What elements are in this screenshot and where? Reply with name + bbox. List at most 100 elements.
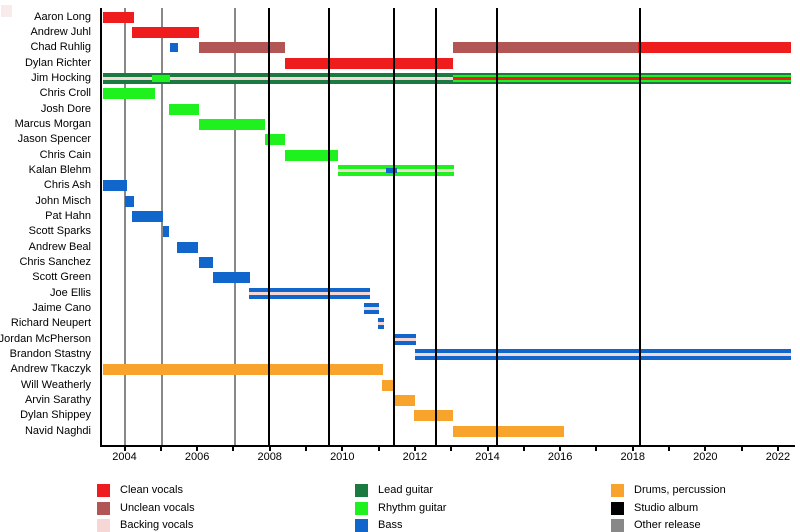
x-axis-minor-tick [559,447,562,451]
member-name-label: Chris Cain [39,148,91,161]
timeline-bar [637,42,791,54]
bar-layer-unclean-vocals [198,42,285,54]
bar-layer-bass [385,167,397,173]
bar-layer-rhythm-guitar [102,88,155,100]
bar-layer-backing-vocals [364,306,380,310]
member-name-label: Josh Dore [40,102,91,115]
timeline-bar [452,425,564,437]
timeline-bar [131,210,163,222]
bar-layer-lead-guitar [102,72,454,77]
bar-layer-backing-vocals [248,291,370,295]
timeline-bar [198,256,213,268]
legend-swatch-unclean-vocals [97,501,110,515]
bar-layer-bass [131,210,163,222]
bar-layer-bass [102,180,128,192]
bar-layer-clean-vocals [131,26,199,38]
timeline-bar [124,195,134,207]
member-name-label: Andrew Beal [28,240,91,253]
gridline-studio-album [267,8,270,445]
bar-layer-backing-vocals [394,337,416,341]
timeline-bar [248,287,370,299]
bar-layer-bass [198,256,213,268]
legend-label-lead-guitar: Lead guitar [378,484,434,496]
bar-layer-bass [414,348,791,353]
x-axis-minor-tick [377,447,380,451]
member-name-label: Aaron Long [34,10,91,23]
x-axis-minor-tick [740,447,743,451]
legend-label-other-release: Other release [634,519,701,532]
bar-layer-lead-guitar [453,81,791,84]
timeline-bar [394,333,416,345]
bar-layer-bass [394,333,416,338]
x-axis-minor-tick [123,447,126,451]
x-axis-minor-tick [668,447,671,451]
timeline-bar [453,72,791,84]
legend-label-bass: Bass [378,519,403,532]
x-axis-minor-tick [595,447,598,451]
x-axis-minor-tick [341,447,344,451]
timeline-bar [394,395,415,406]
x-axis-year-label: 2008 [257,451,282,463]
member-name-label: Chad Ruhlig [30,41,91,54]
legend-label-drums-percussion: Drums, percussion [634,484,726,496]
bar-layer-clean-vocals [453,76,791,80]
timeline-bar [382,379,395,391]
bar-layer-bass [162,226,169,238]
x-axis-minor-tick [486,447,489,451]
bar-layer-unclean-vocals [452,42,638,54]
bar-layer-bass [248,287,370,292]
bar-layer-bass [394,340,416,345]
corner-artifact-swatch [1,5,12,17]
bar-layer-bass [176,241,198,253]
bar-layer-rhythm-guitar [338,171,455,176]
x-axis-year-label: 2014 [475,451,500,463]
member-name-label: Richard Neupert [10,317,91,330]
member-name-label: Chris Croll [39,87,91,100]
legend-label-clean-vocals: Clean vocals [120,484,183,496]
bar-layer-backing-vocals [378,322,385,326]
timeline-bar [284,149,339,161]
timeline-bar [414,348,791,360]
x-axis-minor-tick [305,447,308,451]
member-name-label: Andrew Juhl [30,25,91,38]
bar-layer-rhythm-guitar [152,74,170,82]
member-name-label: Scott Sparks [28,225,91,238]
legend-swatch-other-release [611,519,624,532]
x-axis-minor-tick [196,447,199,451]
bar-layer-lead-guitar [453,72,791,75]
member-name-label: Jim Hocking [31,71,91,84]
x-axis-minor-tick [631,447,634,451]
bar-layer-bass [248,294,370,299]
bar-layer-rhythm-guitar [198,118,265,130]
member-name-label: Marcus Morgan [14,117,91,130]
timeline-bar [198,42,285,54]
gridline-studio-album [638,8,641,445]
bar-layer-clean-vocals [102,11,134,23]
x-axis-minor-tick [776,447,779,451]
legend-swatch-lead-guitar [355,484,368,497]
timeline-bar [102,11,134,23]
legend-label-backing-vocals: Backing vocals [120,519,194,532]
timeline-bar [162,226,169,238]
member-name-label: Joe Ellis [50,286,91,299]
x-axis-year-label: 2020 [693,451,718,463]
bar-layer-rhythm-guitar [284,149,339,161]
legend-swatch-drums-percussion [611,484,624,497]
legend-label-studio-album: Studio album [634,501,699,514]
bar-layer-drums-percussion [382,379,395,391]
timeline-bar [176,241,198,253]
member-name-label: Jaime Cano [32,301,91,314]
bar-layer-rhythm-guitar [453,79,791,82]
member-name-label: Dylan Shippey [20,409,91,422]
member-name-label: Chris Sanchez [19,255,91,268]
gridline-other-release [160,8,163,445]
timeline-bar [414,410,454,422]
bar-layer-bass [169,43,179,53]
x-axis-year-label: 2010 [330,451,355,463]
x-axis-minor-tick [450,447,453,451]
timeline-bar [168,103,199,115]
legend-swatch-bass [355,519,368,532]
bar-layer-bass [364,302,380,307]
legend-label-unclean-vocals: Unclean vocals [120,501,195,514]
legend-swatch-rhythm-guitar [355,501,368,515]
